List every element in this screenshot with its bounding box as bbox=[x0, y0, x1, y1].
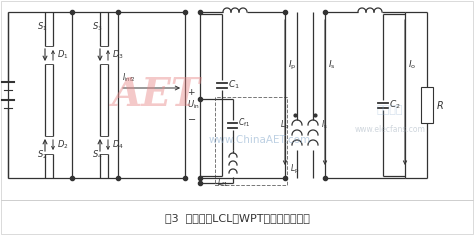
Text: $L_{\rm p}$: $L_{\rm p}$ bbox=[280, 118, 289, 132]
Text: $+$: $+$ bbox=[187, 87, 196, 97]
Text: $I_{\rm s}$: $I_{\rm s}$ bbox=[321, 119, 328, 131]
Text: $R$: $R$ bbox=[436, 99, 444, 111]
Text: $D_4$: $D_4$ bbox=[112, 139, 124, 151]
Text: $S_3$: $S_3$ bbox=[91, 21, 102, 33]
Text: 电子技术: 电子技术 bbox=[377, 105, 403, 115]
Text: $I_{\rm inf2}$: $I_{\rm inf2}$ bbox=[122, 72, 136, 84]
Text: $D_2$: $D_2$ bbox=[57, 139, 69, 151]
Text: $D_1$: $D_1$ bbox=[57, 49, 69, 61]
Text: $S_4$: $S_4$ bbox=[91, 149, 102, 161]
Text: $I_{\rm p}$: $I_{\rm p}$ bbox=[288, 59, 296, 71]
Text: $C_2$: $C_2$ bbox=[389, 99, 401, 111]
Text: $C_1$: $C_1$ bbox=[228, 79, 240, 91]
Text: $I_{\rm o}$: $I_{\rm o}$ bbox=[408, 59, 416, 71]
Text: www.elecfans.com: www.elecfans.com bbox=[355, 125, 426, 134]
Text: AET: AET bbox=[111, 76, 199, 114]
Bar bbox=[421, 87, 433, 123]
Text: 图3  改进型双LCL型WPT系统电路效拓扑: 图3 改进型双LCL型WPT系统电路效拓扑 bbox=[164, 213, 310, 223]
Text: $-$: $-$ bbox=[187, 113, 196, 123]
Text: $L_{\rm f1}$: $L_{\rm f1}$ bbox=[217, 177, 228, 189]
Text: $D_3$: $D_3$ bbox=[112, 49, 124, 61]
Text: $L_{\rm p}$: $L_{\rm p}$ bbox=[290, 163, 300, 176]
Bar bbox=[215, 97, 287, 185]
Text: $C_{\rm f1}$: $C_{\rm f1}$ bbox=[238, 117, 250, 129]
Text: www.ChinaAET.com: www.ChinaAET.com bbox=[209, 135, 311, 145]
Text: $S_1$: $S_1$ bbox=[37, 21, 47, 33]
Text: $U_{\rm in}$: $U_{\rm in}$ bbox=[187, 99, 200, 111]
Text: $S_2$: $S_2$ bbox=[37, 149, 47, 161]
Text: $I_{\rm s}$: $I_{\rm s}$ bbox=[328, 59, 336, 71]
